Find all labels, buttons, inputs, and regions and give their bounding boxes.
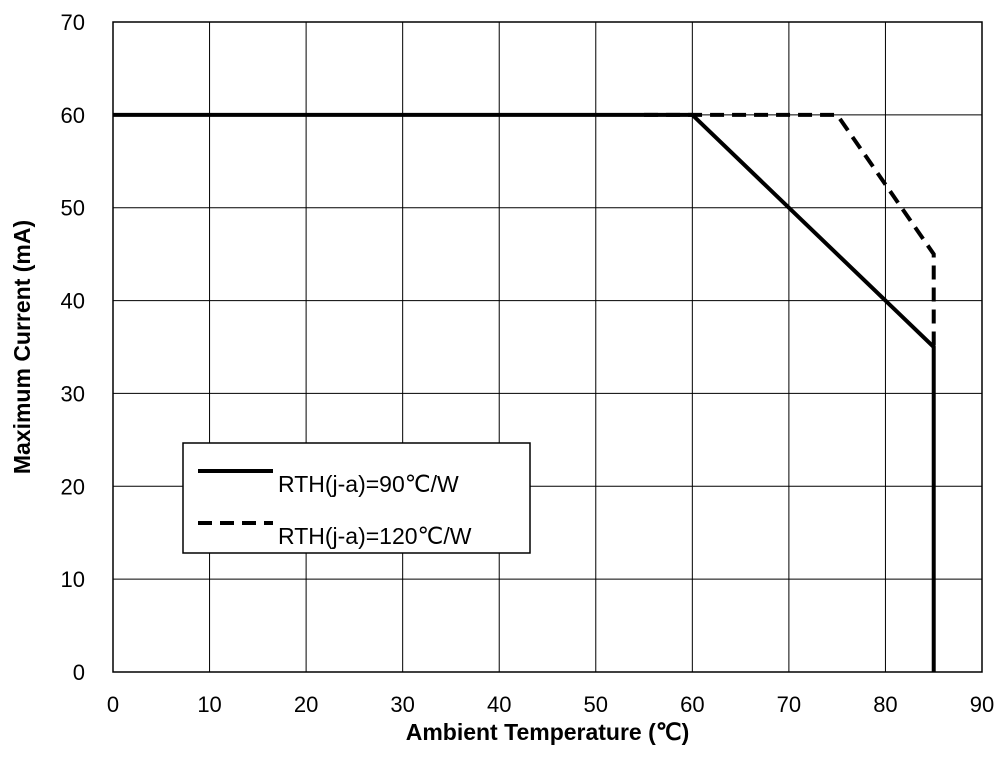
x-axis-tick-labels: 0 10 20 30 40 50 60 70 80 90	[107, 692, 994, 717]
x-tick-label: 90	[970, 692, 994, 717]
x-tick-label: 60	[680, 692, 704, 717]
y-axis-title: Maximum Current (mA)	[9, 220, 35, 474]
y-tick-label: 40	[61, 289, 85, 314]
series-line-2	[644, 112, 936, 347]
grid	[112, 21, 983, 673]
x-tick-label: 30	[390, 692, 414, 717]
series-line-1	[113, 112, 936, 672]
x-tick-label: 80	[873, 692, 897, 717]
x-tick-label: 20	[294, 692, 318, 717]
y-tick-label: 60	[61, 103, 85, 128]
y-tick-label: 20	[61, 474, 85, 499]
legend: RTH(j-a)=90℃/W RTH(j-a)=120℃/W	[182, 442, 531, 554]
x-tick-label: 70	[777, 692, 801, 717]
y-tick-label: 70	[61, 10, 85, 35]
x-tick-label: 0	[107, 692, 119, 717]
y-axis-tick-labels: 0 10 20 30 40 50 60 70	[61, 10, 85, 685]
series-layer	[113, 112, 936, 672]
x-tick-label: 40	[487, 692, 511, 717]
y-tick-label: 10	[61, 567, 85, 592]
x-axis-title: Ambient Temperature (℃)	[406, 719, 690, 745]
legend-label-1: RTH(j-a)=90℃/W	[278, 471, 459, 497]
y-tick-label: 30	[61, 381, 85, 406]
legend-box	[182, 442, 531, 554]
legend-label-2: RTH(j-a)=120℃/W	[278, 523, 472, 549]
y-tick-label: 50	[61, 196, 85, 221]
x-tick-label: 50	[584, 692, 608, 717]
x-tick-label: 10	[197, 692, 221, 717]
y-tick-label: 0	[73, 660, 85, 685]
plot-area	[112, 21, 983, 673]
